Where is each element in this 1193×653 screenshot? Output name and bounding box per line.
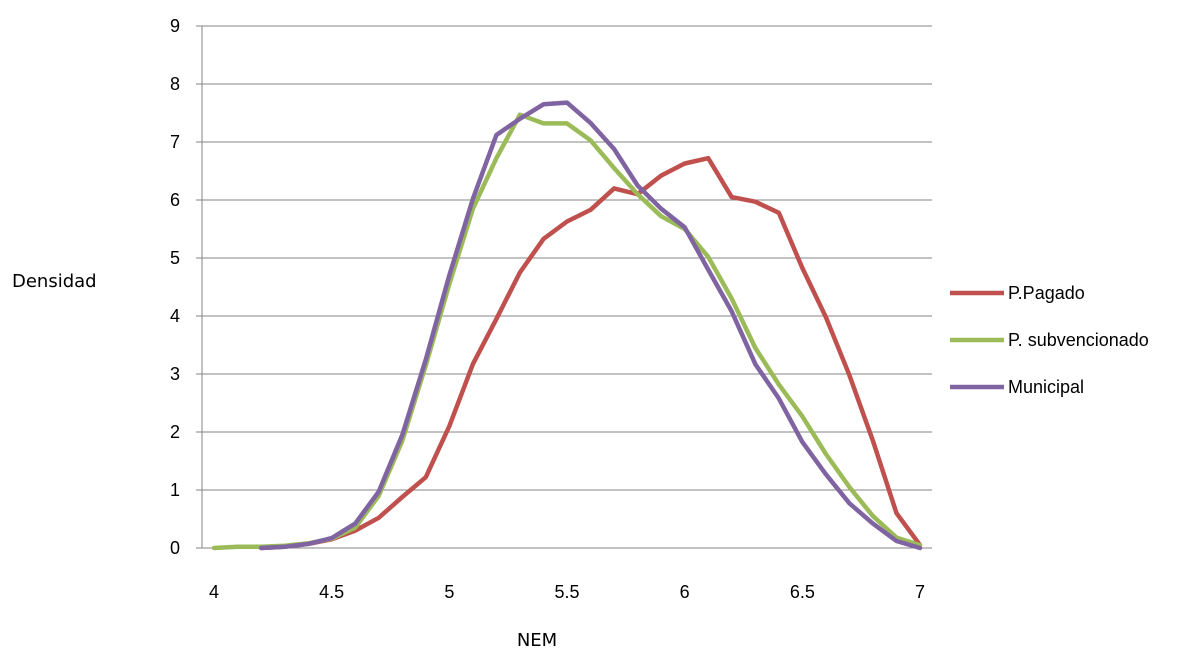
y-tick-label-8: 8 — [170, 74, 180, 94]
legend-label-p-subvencionado: P. subvencionado — [1008, 330, 1149, 350]
legend-label-p-pagado: P.Pagado — [1008, 283, 1085, 303]
series-line-municipal — [258, 100, 923, 551]
y-tick-label-9: 9 — [170, 16, 180, 36]
x-axis-tick-labels: 4 4.5 5 5.5 6 6.5 7 — [209, 582, 925, 602]
y-tick-label-5: 5 — [170, 248, 180, 268]
y-tick-label-0: 0 — [170, 538, 180, 558]
gridlines — [202, 25, 932, 549]
x-tick-label-0: 4 — [209, 582, 219, 602]
y-tick-label-7: 7 — [170, 132, 180, 152]
x-tick-label-6: 7 — [915, 582, 925, 602]
x-tick-label-5: 6.5 — [790, 582, 815, 602]
x-tick-label-1: 4.5 — [319, 582, 344, 602]
series-lines — [211, 100, 923, 551]
x-axis-title: NEM — [517, 630, 557, 651]
y-axis-tick-labels: 0 1 2 3 4 5 6 7 8 9 — [170, 16, 180, 558]
x-tick-label-2: 5 — [444, 582, 454, 602]
y-tick-label-3: 3 — [170, 364, 180, 384]
y-tick-label-2: 2 — [170, 422, 180, 442]
x-tick-label-3: 5.5 — [554, 582, 579, 602]
y-tick-label-4: 4 — [170, 306, 180, 326]
y-axis-title: Densidad — [12, 271, 97, 292]
axes — [196, 25, 932, 549]
x-tick-label-4: 6 — [680, 582, 690, 602]
y-tick-label-6: 6 — [170, 190, 180, 210]
series-line-p-pagado — [258, 155, 923, 551]
legend: P.Pagado P. subvencionado Municipal — [950, 283, 1149, 397]
y-tick-label-1: 1 — [170, 480, 180, 500]
series-line-p-subvencionado — [211, 112, 923, 551]
legend-label-municipal: Municipal — [1008, 377, 1084, 397]
